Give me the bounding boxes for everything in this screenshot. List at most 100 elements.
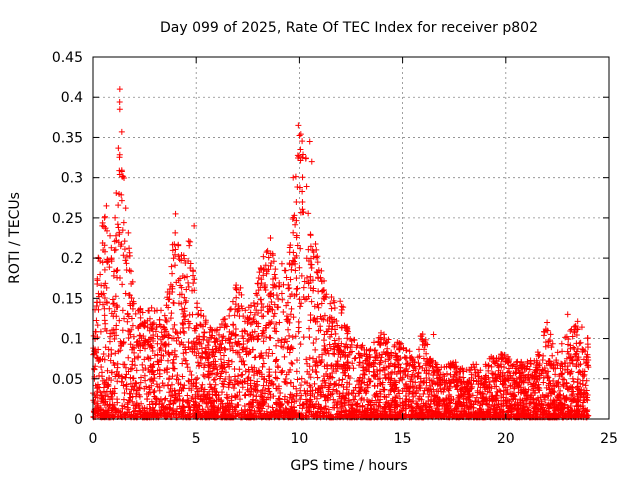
data-point	[278, 369, 285, 376]
data-point	[294, 152, 301, 159]
data-point	[298, 300, 305, 307]
data-point	[568, 412, 575, 419]
data-point	[488, 363, 495, 370]
data-point	[525, 371, 532, 378]
data-point	[503, 357, 510, 364]
data-point	[132, 393, 139, 400]
data-point	[269, 350, 276, 357]
data-point	[293, 217, 300, 224]
data-point	[170, 255, 177, 262]
data-point	[191, 349, 198, 356]
data-point	[574, 383, 581, 390]
data-point	[580, 356, 587, 363]
data-point	[461, 405, 468, 412]
data-point	[118, 342, 125, 349]
data-point	[273, 407, 280, 414]
data-point	[185, 283, 192, 290]
data-point	[392, 350, 399, 357]
data-point	[541, 328, 548, 335]
data-point	[514, 378, 521, 385]
data-point	[274, 363, 281, 370]
data-point	[100, 247, 107, 254]
data-point	[115, 372, 122, 379]
data-point	[144, 354, 151, 361]
data-point	[127, 394, 134, 401]
data-point	[287, 242, 294, 249]
data-point	[230, 321, 237, 328]
data-point	[97, 389, 104, 396]
data-point	[559, 361, 566, 368]
data-point	[299, 174, 306, 181]
data-point	[396, 346, 403, 353]
data-point	[114, 303, 121, 310]
data-point	[212, 392, 219, 399]
data-point	[442, 410, 449, 417]
data-point	[290, 393, 297, 400]
data-point	[230, 347, 237, 354]
data-point	[232, 332, 239, 339]
data-point	[297, 396, 304, 403]
data-point	[415, 370, 422, 377]
data-point	[342, 362, 349, 369]
data-point	[356, 384, 363, 391]
data-point	[577, 389, 584, 396]
data-point	[331, 381, 338, 388]
data-point	[384, 339, 391, 346]
data-point	[344, 344, 351, 351]
data-point	[220, 333, 227, 340]
x-axis-label: GPS time / hours	[290, 458, 407, 474]
data-point	[121, 315, 128, 322]
data-point	[297, 382, 304, 389]
data-point	[345, 359, 352, 366]
data-point	[137, 314, 144, 321]
data-point	[477, 391, 484, 398]
grid-lines	[93, 57, 609, 419]
data-point	[387, 360, 394, 367]
data-point	[209, 346, 216, 353]
data-point	[292, 260, 299, 267]
data-point	[204, 404, 211, 411]
data-point	[148, 325, 155, 332]
data-point	[584, 335, 591, 342]
data-point	[100, 301, 107, 308]
data-point	[441, 400, 448, 407]
data-point	[106, 264, 113, 271]
data-point	[148, 382, 155, 389]
data-point	[563, 379, 570, 386]
data-point	[185, 324, 192, 331]
data-point	[461, 384, 468, 391]
data-point	[99, 393, 106, 400]
data-point	[247, 309, 254, 316]
data-point	[306, 325, 313, 332]
data-point	[279, 368, 286, 375]
data-point	[328, 305, 335, 312]
data-point	[242, 368, 249, 375]
data-point	[435, 374, 442, 381]
data-point	[163, 318, 170, 325]
data-point	[116, 99, 123, 106]
data-point	[294, 242, 301, 249]
data-point	[99, 355, 106, 362]
data-point	[116, 151, 123, 158]
data-point	[187, 368, 194, 375]
data-point	[212, 338, 219, 345]
data-point	[335, 362, 342, 369]
data-point	[396, 395, 403, 402]
data-point	[289, 334, 296, 341]
data-point	[354, 400, 361, 407]
data-point	[484, 408, 491, 415]
data-point	[405, 390, 412, 397]
data-point	[312, 359, 319, 366]
data-point	[94, 322, 101, 329]
data-point	[115, 413, 122, 420]
data-point	[253, 307, 260, 314]
data-point	[246, 368, 253, 375]
data-point	[253, 387, 260, 394]
data-point	[559, 376, 566, 383]
data-point	[478, 375, 485, 382]
data-point	[197, 322, 204, 329]
data-point	[423, 370, 430, 377]
data-point	[315, 386, 322, 393]
data-point	[491, 402, 498, 409]
data-point	[393, 384, 400, 391]
